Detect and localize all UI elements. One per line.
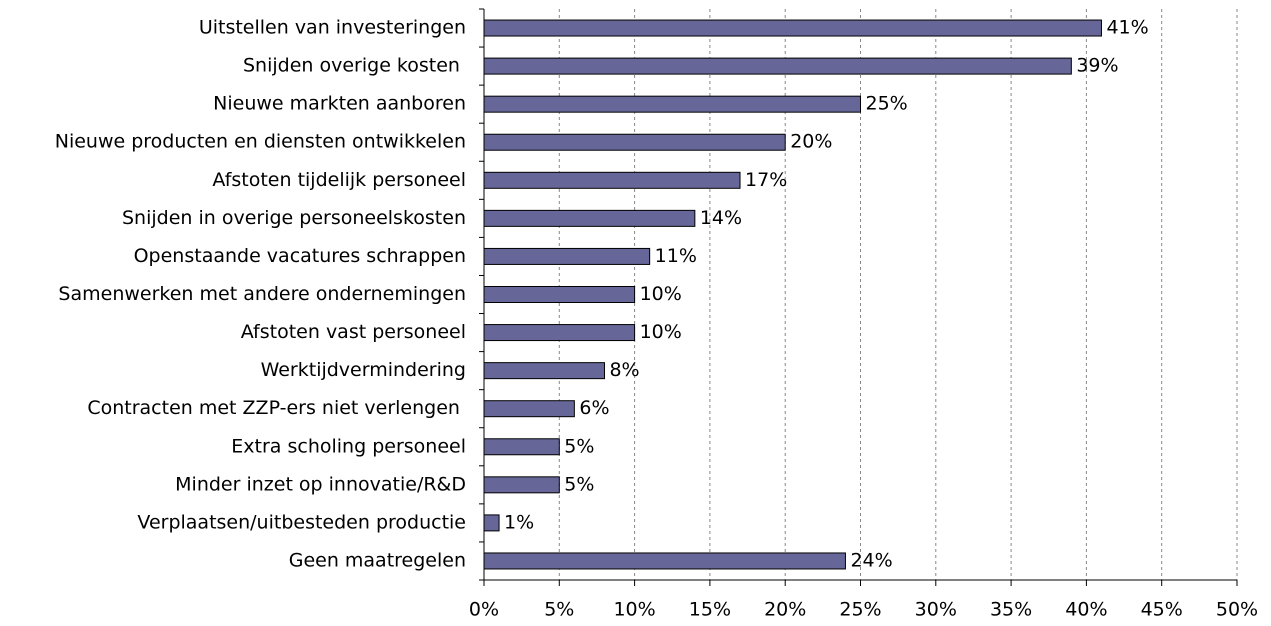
value-label: 20% <box>790 131 832 153</box>
bar <box>483 95 861 113</box>
y-tick-label: Contracten met ZZP-ers niet verlengen <box>87 397 466 419</box>
x-tick-label: 0% <box>469 599 499 621</box>
x-tick-label: 35% <box>990 599 1032 621</box>
value-label: 1% <box>504 511 534 533</box>
bar <box>483 438 560 456</box>
y-tick-label: Snijden in overige personeelskosten <box>122 207 466 229</box>
y-tick-label: Samenwerken met andere ondernemingen <box>58 283 466 305</box>
y-tick-label: Uitstellen van investeringen <box>199 17 466 39</box>
value-label: 10% <box>640 283 682 305</box>
value-label: 41% <box>1106 17 1148 39</box>
bar <box>483 324 636 342</box>
bar <box>483 362 605 380</box>
x-tick-label: 20% <box>764 599 806 621</box>
x-tick-label: 45% <box>1141 599 1183 621</box>
bar <box>483 133 786 151</box>
bar <box>483 171 741 189</box>
bar <box>483 552 846 570</box>
value-label: 39% <box>1076 55 1118 77</box>
x-tick-label: 10% <box>613 599 655 621</box>
y-tick-label: Nieuwe markten aanboren <box>213 93 466 115</box>
value-label: 24% <box>850 549 892 571</box>
y-tick-label: Verplaatsen/uitbesteden productie <box>137 511 466 533</box>
y-tick-label: Openstaande vacatures schrappen <box>134 245 466 267</box>
value-label: 10% <box>640 321 682 343</box>
y-tick-label: Nieuwe producten en diensten ontwikkelen <box>55 131 466 153</box>
value-label: 14% <box>700 207 742 229</box>
y-tick-label: Afstoten vast personeel <box>241 321 466 343</box>
x-tick-label: 15% <box>689 599 731 621</box>
value-label: 11% <box>655 245 697 267</box>
value-label: 6% <box>579 397 609 419</box>
y-tick-label: Snijden overige kosten <box>243 55 466 77</box>
bar <box>483 209 696 227</box>
value-label: 17% <box>745 169 787 191</box>
y-tick-label: Minder inzet op innovatie/R&D <box>175 473 466 495</box>
x-tick-label: 25% <box>839 599 881 621</box>
x-tick-label: 40% <box>1065 599 1107 621</box>
value-label: 5% <box>564 435 594 457</box>
bar <box>483 400 575 418</box>
bar <box>483 514 500 532</box>
y-tick-label: Geen maatregelen <box>289 549 466 571</box>
y-tick-label: Afstoten tijdelijk personeel <box>212 169 466 191</box>
bar <box>483 476 560 494</box>
value-label: 5% <box>564 473 594 495</box>
y-tick-label: Extra scholing personeel <box>231 435 466 457</box>
bar <box>483 247 651 265</box>
bar <box>483 19 1102 37</box>
bar <box>483 286 636 303</box>
bar <box>483 57 1072 75</box>
value-label: 8% <box>609 359 639 381</box>
x-tick-label: 30% <box>915 599 957 621</box>
y-tick-label: Werktijdvermindering <box>261 359 466 381</box>
x-tick-label: 5% <box>544 599 574 621</box>
x-tick-label: 50% <box>1216 599 1258 621</box>
value-label: 25% <box>866 93 908 115</box>
